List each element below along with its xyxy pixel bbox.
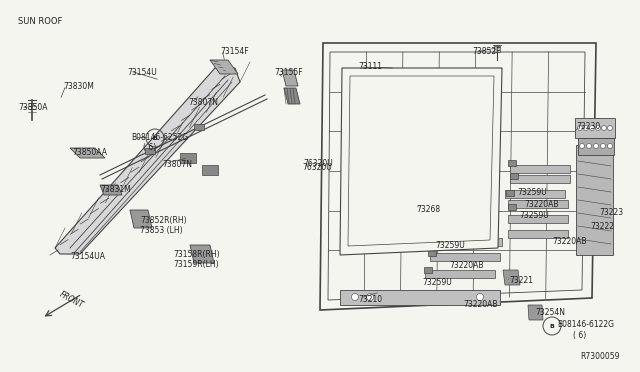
Text: 73268: 73268 [416,205,440,214]
Circle shape [367,294,374,301]
Text: 73850AA: 73850AA [72,148,107,157]
Polygon shape [202,165,218,175]
Polygon shape [576,145,613,255]
Text: 73221: 73221 [509,276,533,285]
Text: 73220AB: 73220AB [552,237,586,246]
Polygon shape [425,270,495,278]
Text: SUN ROOF: SUN ROOF [18,17,62,26]
Circle shape [351,294,358,301]
Text: 73831M: 73831M [100,185,131,194]
Circle shape [584,125,589,131]
Text: 73807N: 73807N [188,98,218,107]
Polygon shape [190,245,214,263]
Text: 73230: 73230 [576,122,600,131]
Text: 73154F: 73154F [220,47,248,56]
Polygon shape [508,160,516,166]
Text: 73853 (LH): 73853 (LH) [140,226,182,235]
Polygon shape [340,68,502,255]
Polygon shape [508,204,516,210]
Polygon shape [506,190,514,196]
Polygon shape [508,200,568,208]
Text: 73220AB: 73220AB [524,200,559,209]
Polygon shape [578,138,614,155]
Text: R7300059: R7300059 [580,352,620,361]
Polygon shape [575,118,615,138]
Polygon shape [430,253,500,261]
Circle shape [477,294,483,301]
Polygon shape [435,238,502,246]
Text: 73111: 73111 [358,62,382,71]
Polygon shape [100,185,122,195]
Text: ( 6): ( 6) [143,143,156,152]
Polygon shape [510,165,570,173]
Text: 73259U: 73259U [517,188,547,197]
Polygon shape [503,270,520,285]
Polygon shape [340,290,500,305]
Polygon shape [428,250,436,256]
Polygon shape [415,200,430,212]
Circle shape [577,125,582,131]
Polygon shape [180,153,196,163]
Polygon shape [320,43,596,310]
Circle shape [589,125,595,131]
Text: 73222: 73222 [590,222,614,231]
Polygon shape [424,267,432,273]
Polygon shape [508,215,568,223]
Polygon shape [510,175,570,183]
Circle shape [600,144,605,148]
Circle shape [602,125,607,131]
Polygon shape [145,148,154,154]
Polygon shape [508,230,568,238]
Text: B: B [152,135,157,141]
Circle shape [593,144,598,148]
Polygon shape [210,60,238,74]
Text: 73158R(RH): 73158R(RH) [173,250,220,259]
Text: 73154U: 73154U [127,68,157,77]
Text: 73220AB: 73220AB [463,300,497,309]
Text: 73159R(LH): 73159R(LH) [173,260,219,269]
Polygon shape [130,210,152,228]
Text: 73154UA: 73154UA [70,252,105,261]
Circle shape [579,144,584,148]
Text: B08146-6252G: B08146-6252G [131,133,188,142]
Polygon shape [348,76,494,246]
Circle shape [595,125,600,131]
Text: 73259U: 73259U [519,211,548,220]
Text: B08146-6122G: B08146-6122G [557,320,614,329]
Text: 73850A: 73850A [18,103,47,112]
Polygon shape [284,88,300,104]
Text: 76320U: 76320U [302,163,332,172]
Text: 73220AB: 73220AB [449,261,483,270]
Polygon shape [505,190,565,198]
Polygon shape [328,52,585,300]
Text: 76320U: 76320U [303,158,333,167]
Circle shape [586,144,591,148]
Text: FRONT: FRONT [58,290,85,310]
Polygon shape [431,234,439,240]
Polygon shape [528,305,543,320]
Text: 73259U: 73259U [422,278,452,287]
Circle shape [607,144,612,148]
Polygon shape [494,46,500,52]
Text: B: B [550,324,554,328]
Text: 73254N: 73254N [535,308,565,317]
Text: ( 6): ( 6) [573,331,586,340]
Text: 73807N: 73807N [162,160,192,169]
Text: 73210: 73210 [358,295,382,304]
Polygon shape [55,68,240,254]
Polygon shape [282,70,298,86]
Text: 73223: 73223 [599,208,623,217]
Circle shape [607,125,612,131]
Text: 73852F: 73852F [472,47,500,56]
Text: 73155F: 73155F [274,68,303,77]
Text: 73259U: 73259U [435,241,465,250]
Polygon shape [194,124,204,130]
Text: 73852R(RH): 73852R(RH) [140,216,187,225]
Text: 73830M: 73830M [63,82,94,91]
Polygon shape [510,173,518,179]
Polygon shape [70,148,105,158]
